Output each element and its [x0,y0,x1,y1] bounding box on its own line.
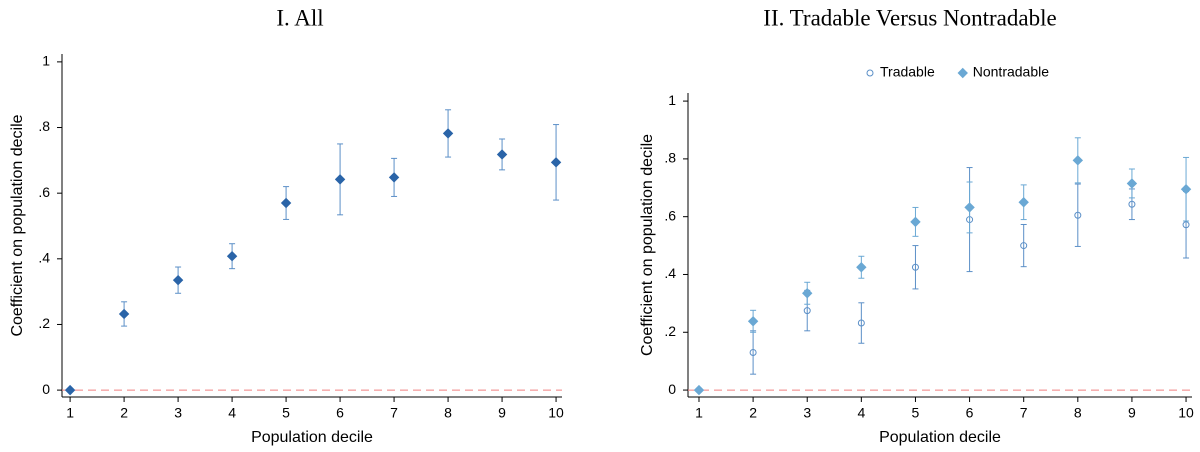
marker [118,308,130,320]
y-tick-label: .6 [38,184,50,200]
x-tick-label: 6 [336,405,344,421]
y-tick-label: 1 [42,53,50,69]
x-tick-label: 8 [444,405,452,421]
y-tick-label: .4 [664,265,676,281]
y-tick-label: 0 [668,381,676,397]
x-tick-label: 1 [695,405,703,421]
y-tick-label: .6 [664,207,676,223]
marker [172,274,184,286]
y-axis-title: Coefficient on population decile [9,114,26,336]
x-tick-label: 7 [1020,405,1028,421]
marker [1018,197,1029,208]
x-tick-label: 3 [174,405,182,421]
marker [964,202,975,213]
marker [1072,155,1084,166]
marker [1020,242,1028,250]
legend-marker [866,69,874,77]
x-tick-label: 3 [803,405,811,421]
marker [1182,221,1190,229]
y-tick-label: .8 [664,150,676,166]
marker [496,149,508,160]
marker [1180,184,1192,195]
x-tick-label: 1 [66,405,74,421]
marker [334,174,346,185]
marker [910,216,921,228]
x-axis-title: Population decile [251,429,373,446]
x-tick-label: 2 [749,405,757,421]
marker [857,319,865,327]
legend-label: Tradable [880,64,935,80]
x-tick-label: 8 [1074,405,1082,421]
marker [747,316,759,327]
x-tick-label: 7 [390,405,398,421]
x-tick-label: 9 [1128,405,1136,421]
marker [226,250,238,262]
chart-title: II. Tradable Versus Nontradable [763,5,1056,30]
y-tick-label: 0 [42,381,50,397]
legend-label: Nontradable [973,64,1049,80]
x-tick-label: 4 [857,405,865,421]
marker [693,384,705,396]
x-tick-label: 5 [912,405,920,421]
y-tick-label: .8 [38,118,50,134]
marker [802,288,813,299]
marker [64,384,76,396]
y-tick-label: .2 [38,315,50,331]
x-tick-label: 10 [548,405,564,421]
chart-title: I. All [276,5,323,30]
marker [911,263,919,271]
marker [749,348,757,356]
y-axis-title: Coefficient on population decile [639,134,656,356]
marker [388,172,400,183]
x-tick-label: 9 [498,405,506,421]
marker [856,262,867,273]
x-tick-label: 2 [120,405,128,421]
marker [442,128,454,139]
y-tick-label: .4 [38,250,50,266]
y-tick-label: 1 [668,92,676,108]
marker [1074,211,1082,219]
marker [1126,178,1138,189]
x-tick-label: 4 [228,405,236,421]
marker [550,157,562,168]
x-tick-label: 5 [282,405,290,421]
legend-marker [957,67,968,79]
x-tick-label: 10 [1178,405,1194,421]
marker [803,307,811,315]
x-tick-label: 6 [966,405,974,421]
marker [280,197,292,209]
marker [1128,200,1136,208]
y-tick-label: .2 [664,323,676,339]
x-axis-title: Population decile [879,429,1001,446]
